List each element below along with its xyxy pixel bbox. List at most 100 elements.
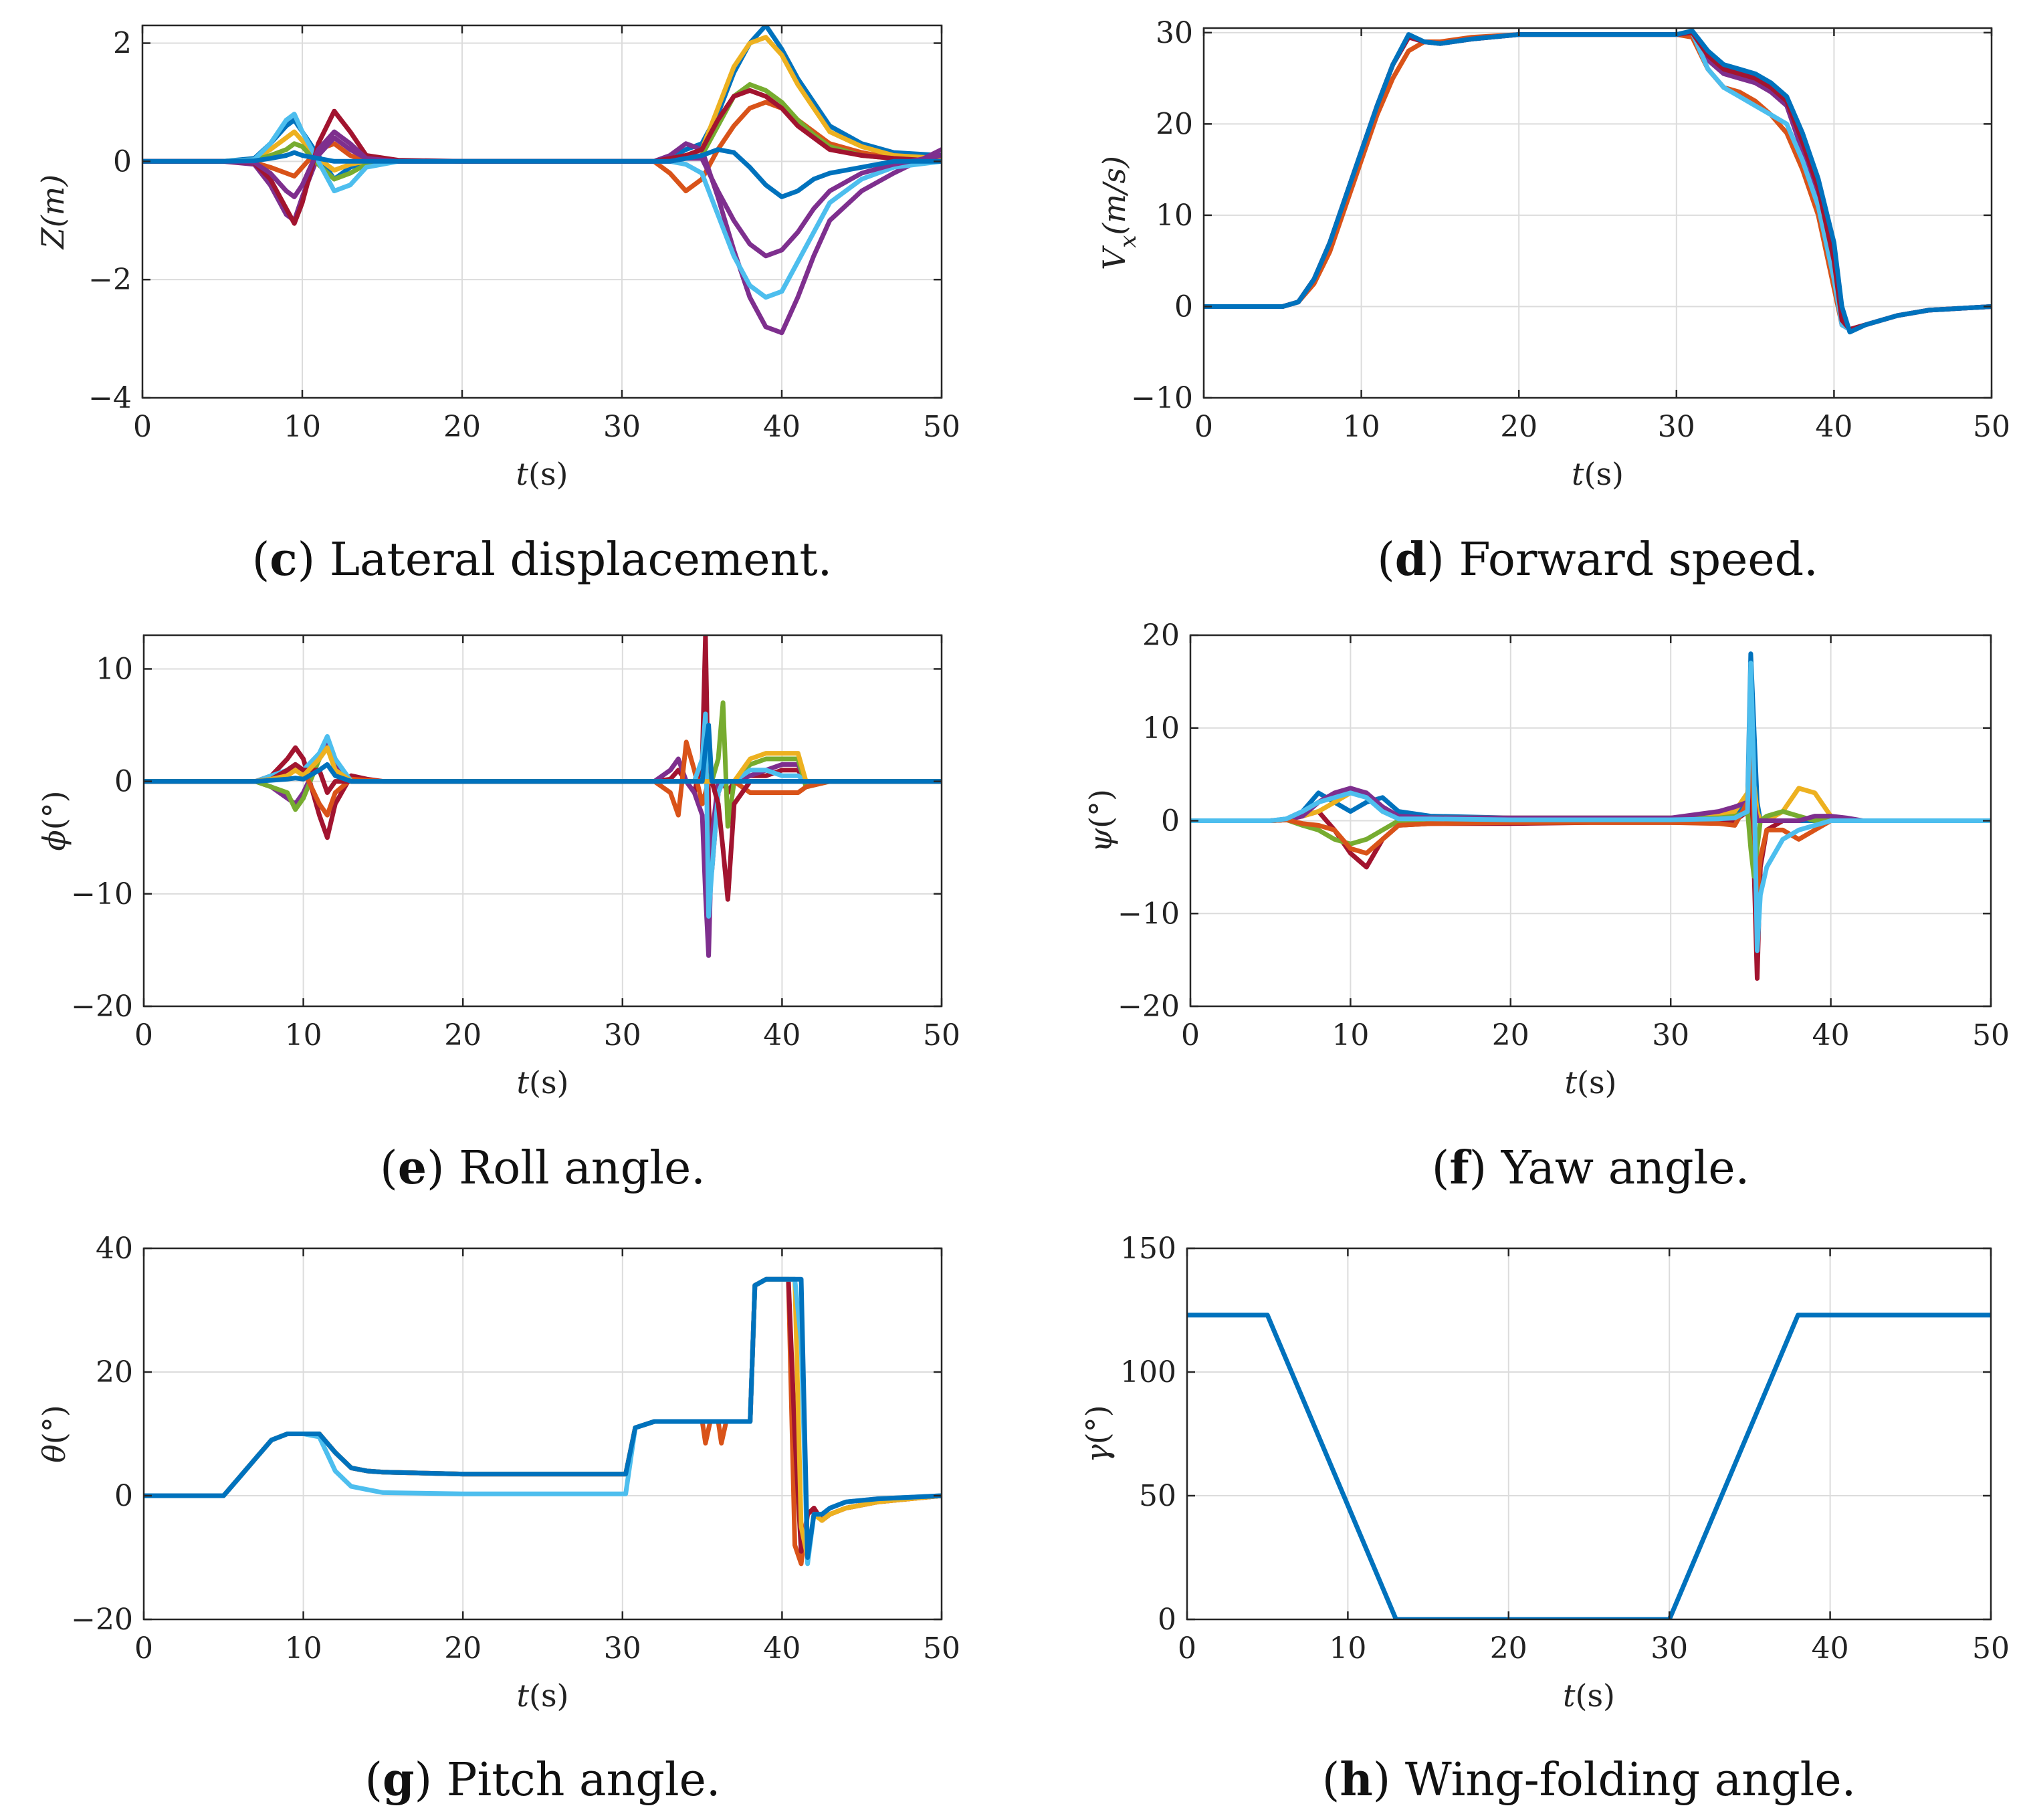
x-tick-label: 50	[923, 410, 960, 444]
x-tick-label: 10	[284, 410, 321, 444]
y-axis-label: Vx(m/s)	[1096, 156, 1142, 270]
y-tick-label: 50	[1139, 1479, 1176, 1513]
y-tick-label: 40	[96, 1232, 133, 1266]
panel-caption: (h) Wing-folding angle.	[1322, 1753, 1856, 1807]
x-tick-label: 20	[1492, 1018, 1529, 1052]
x-axis-var: t	[517, 1678, 530, 1714]
y-tick-label: 10	[96, 652, 133, 686]
x-tick-label: 20	[443, 410, 481, 444]
panel-h: 0 10 20 30 40 50 0 50 100 150 t(s) γ(°) (h) Wing-fol…	[1079, 1232, 2010, 1807]
x-tick-label: 20	[444, 1018, 482, 1052]
x-tick-label: 10	[1343, 410, 1380, 444]
caption-letter: e	[398, 1141, 427, 1195]
x-tick-label: 30	[603, 410, 641, 444]
x-tick-label: 50	[923, 1018, 960, 1052]
x-axis-label: t(s)	[1572, 456, 1624, 492]
series-line-1	[1187, 1313, 1991, 1619]
y-axis-unit: (°)	[36, 790, 72, 830]
x-tick-label: 20	[1500, 410, 1537, 444]
x-tick-label: 0	[1181, 1018, 1200, 1052]
x-tick-label: 30	[1652, 1018, 1689, 1052]
y-axis-var: V	[1096, 245, 1132, 270]
x-tick-label: 30	[604, 1018, 641, 1052]
axes-box	[142, 1247, 943, 1621]
panel-f: 0 10 20 30 40 50 −20 −10 0 10 20 t(s) ψ(°) (f) Yaw an…	[1083, 618, 2010, 1195]
series-line-5	[144, 1276, 942, 1560]
y-axis-var: ϕ	[36, 830, 72, 850]
y-axis-unit: (°)	[1079, 1405, 1115, 1444]
panel-caption: (e) Roll angle.	[380, 1141, 706, 1195]
series-line-2	[1204, 30, 1992, 332]
x-tick-label: 0	[134, 1018, 153, 1052]
caption-text: Roll angle.	[459, 1142, 706, 1195]
series-line-3	[1204, 30, 1992, 332]
panel-caption: (d) Forward speed.	[1377, 533, 1818, 586]
x-tick-label: 50	[1972, 1018, 2010, 1052]
x-axis-var: t	[1563, 1678, 1576, 1714]
x-tick-label: 20	[1490, 1631, 1527, 1666]
series-line-3	[1190, 744, 1991, 823]
x-tick-label: 10	[285, 1631, 322, 1666]
panel-caption: (g) Pitch angle.	[364, 1753, 720, 1807]
y-tick-label: 20	[96, 1355, 133, 1389]
y-axis-var: Z	[35, 227, 71, 250]
y-tick-label: 20	[1156, 107, 1193, 141]
y-tick-label: 10	[1142, 711, 1180, 746]
y-tick-label: −4	[88, 381, 132, 415]
series-line-3	[144, 700, 942, 829]
x-tick-label: 40	[1815, 410, 1852, 444]
y-tick-label: 0	[1174, 290, 1193, 324]
y-tick-label: 0	[114, 765, 133, 799]
x-tick-label: 40	[1812, 1018, 1850, 1052]
axes-box	[1186, 1247, 1992, 1621]
x-tick-label: 0	[133, 410, 152, 444]
y-tick-label: 30	[1156, 16, 1193, 50]
axes-box	[1202, 27, 1993, 399]
caption-letter: g	[383, 1753, 415, 1807]
x-axis-unit: (s)	[1576, 1678, 1616, 1714]
series-line-4	[1204, 30, 1992, 332]
x-axis-unit: (s)	[528, 456, 568, 492]
panel-e: 0 10 20 30 40 50 −20 −10 0 10 t(s) ϕ(°) (e) Roll ang…	[36, 634, 960, 1195]
y-tick-label: 2	[113, 27, 132, 61]
x-axis-label: t(s)	[516, 456, 568, 492]
x-axis-label: t(s)	[1563, 1678, 1615, 1714]
series-line-7	[1190, 661, 1991, 953]
y-axis-unit: (°)	[36, 1405, 72, 1444]
y-tick-label: 0	[113, 144, 132, 179]
x-tick-label: 10	[1329, 1631, 1366, 1666]
x-tick-label: 40	[763, 1631, 801, 1666]
x-tick-label: 50	[1973, 410, 2010, 444]
x-axis-var: t	[1572, 456, 1584, 492]
y-tick-label: 0	[1158, 1603, 1176, 1637]
x-tick-label: 20	[444, 1631, 482, 1666]
y-tick-label: −10	[1131, 381, 1193, 415]
x-tick-label: 0	[134, 1631, 153, 1666]
x-axis-var: t	[517, 1064, 530, 1101]
y-tick-label: −10	[1118, 897, 1180, 931]
series-line-1	[144, 635, 942, 874]
x-tick-label: 40	[763, 410, 801, 444]
x-axis-label: t(s)	[517, 1064, 569, 1101]
series-line-6	[1190, 735, 1991, 897]
series-group	[1204, 28, 1992, 335]
x-tick-label: 50	[1972, 1631, 2010, 1666]
y-tick-label: −20	[1118, 990, 1180, 1024]
y-tick-label: 0	[114, 1479, 133, 1513]
y-tick-label: 100	[1120, 1355, 1176, 1389]
caption-text: Lateral displacement.	[330, 534, 832, 586]
series-group	[1190, 651, 1991, 981]
series-line-1	[1204, 32, 1992, 332]
y-tick-label: 0	[1161, 804, 1180, 838]
y-tick-label: −2	[88, 263, 132, 297]
axes-box	[141, 24, 943, 399]
panel-caption: (c) Lateral displacement.	[252, 533, 833, 586]
caption-letter: f	[1449, 1141, 1471, 1195]
x-tick-label: 0	[1194, 410, 1213, 444]
y-tick-label: 20	[1142, 618, 1180, 653]
series-line-2	[144, 1276, 942, 1554]
y-axis-label: ϕ(°)	[36, 790, 72, 850]
